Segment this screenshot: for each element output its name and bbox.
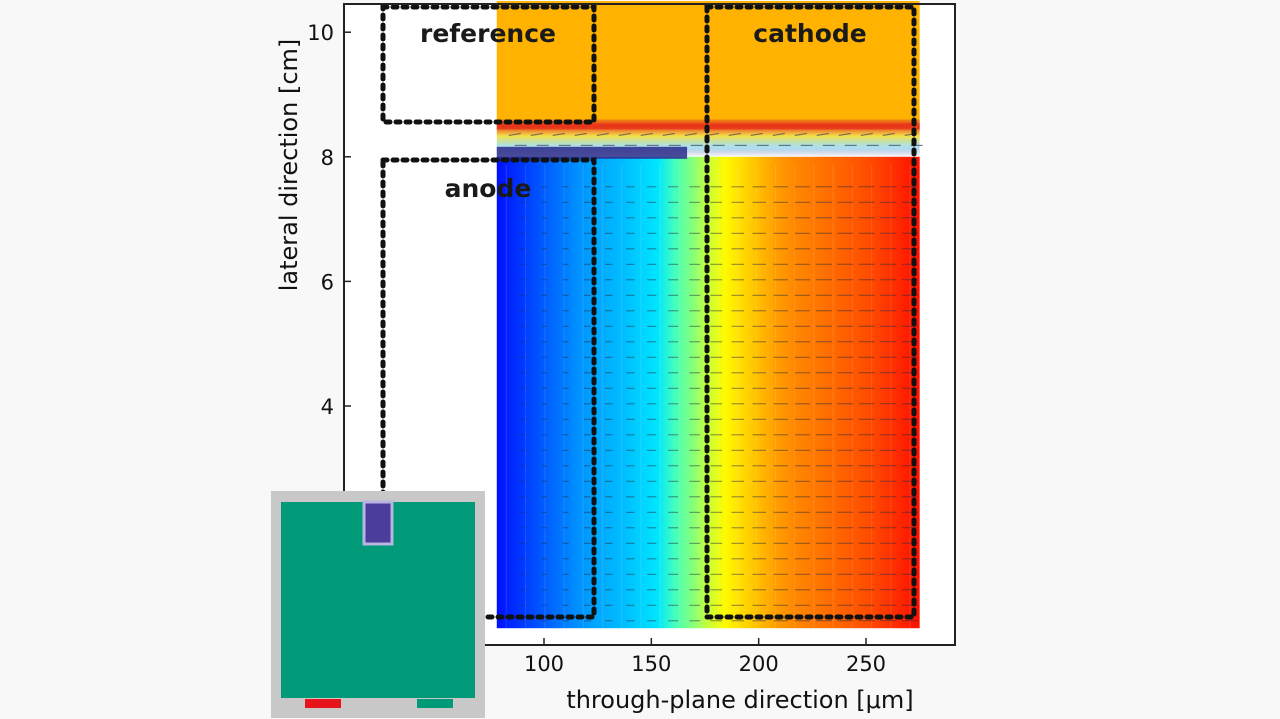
inset-bottom-contact-green bbox=[417, 699, 453, 708]
flux-arrow bbox=[794, 132, 807, 137]
transition-band-blue-edge bbox=[496, 146, 688, 159]
flux-arrow bbox=[728, 132, 741, 137]
flux-arrow bbox=[574, 132, 587, 137]
flux-arrow bbox=[706, 132, 719, 137]
flux-arrow bbox=[552, 132, 565, 137]
region-label-anode: anode bbox=[445, 174, 532, 203]
flux-arrow bbox=[618, 132, 631, 137]
flux-arrow bbox=[684, 132, 697, 137]
flux-arrow bbox=[816, 132, 829, 137]
region-layer: reference cathode anode bbox=[380, 4, 917, 620]
flux-arrow bbox=[640, 132, 653, 137]
x-tick-label: 100 bbox=[524, 652, 564, 676]
flux-arrow bbox=[530, 132, 543, 137]
inset-bottom-contact-red bbox=[305, 699, 341, 708]
y-tick-label: 4 bbox=[321, 395, 334, 419]
tick-layer: 100 150 200 250 4 6 8 10 bbox=[307, 21, 886, 676]
flux-arrow bbox=[772, 132, 785, 137]
flux-arrow bbox=[662, 132, 675, 137]
inset-schematic bbox=[271, 491, 485, 718]
x-tick-label: 250 bbox=[846, 652, 886, 676]
flux-arrow bbox=[838, 132, 851, 137]
flux-arrow bbox=[750, 132, 763, 137]
inset-bottom-notch-left bbox=[281, 698, 305, 718]
region-label-reference: reference bbox=[420, 19, 556, 48]
flux-arrow bbox=[860, 132, 873, 137]
y-tick-label: 8 bbox=[321, 146, 334, 170]
plot-frame bbox=[343, 3, 956, 646]
region-box-reference bbox=[380, 4, 597, 125]
region-label-cathode: cathode bbox=[753, 19, 866, 48]
region-box-anode bbox=[380, 157, 597, 620]
y-tick-label: 10 bbox=[307, 21, 334, 45]
y-tick-label: 6 bbox=[321, 270, 334, 294]
region-box-cathode bbox=[704, 4, 917, 620]
flux-arrow bbox=[882, 132, 895, 137]
x-axis-title: through-plane direction [μm] bbox=[566, 686, 913, 714]
x-tick-label: 200 bbox=[739, 652, 779, 676]
flux-arrow bbox=[596, 132, 609, 137]
inset-reference-contact bbox=[362, 500, 394, 546]
x-tick-label: 150 bbox=[631, 652, 671, 676]
y-axis-title: lateral direction [cm] bbox=[275, 39, 303, 292]
flux-arrow bbox=[508, 132, 521, 137]
arrow-layer bbox=[508, 132, 923, 622]
